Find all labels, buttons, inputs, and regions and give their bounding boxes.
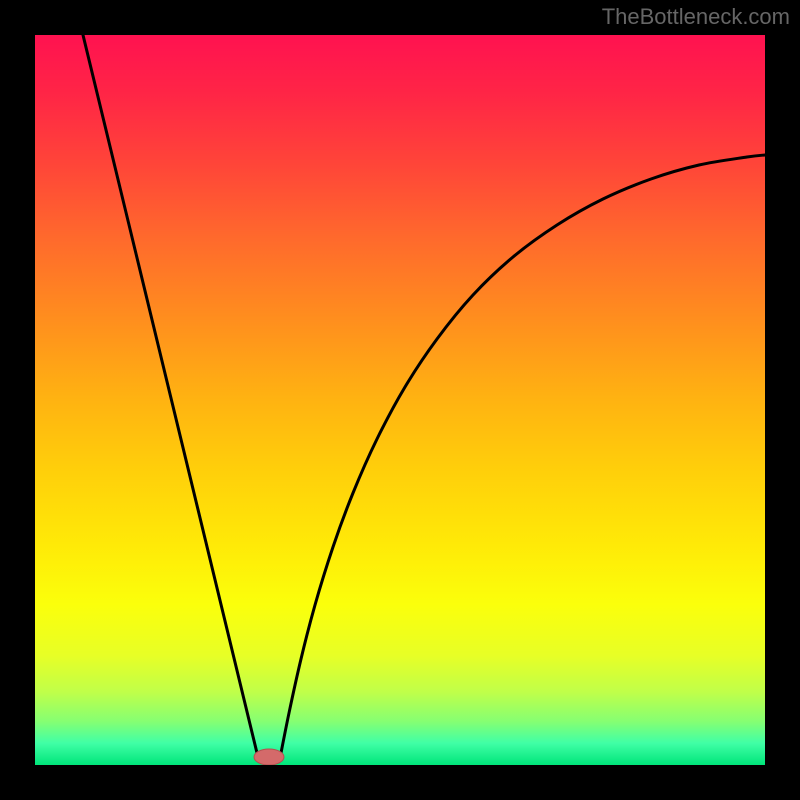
gradient-background (35, 35, 765, 765)
attribution-text: TheBottleneck.com (602, 4, 790, 30)
bottleneck-chart (0, 0, 800, 800)
optimal-marker (254, 749, 284, 765)
chart-container: TheBottleneck.com (0, 0, 800, 800)
